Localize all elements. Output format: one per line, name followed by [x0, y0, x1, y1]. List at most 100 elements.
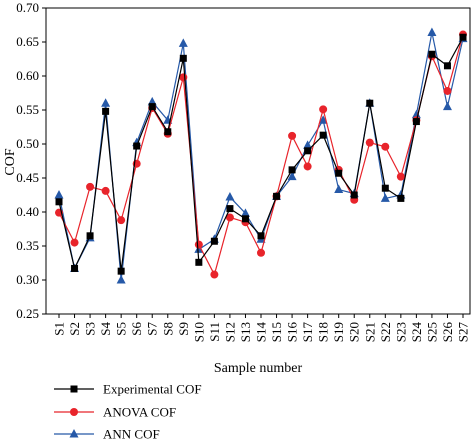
x-axis: S1 S2 S3 S4 S5 S6 S7 S8 S9 S10 S11 S12 S13 S14 S15 S16 S…	[52, 314, 471, 342]
x-tick-label: S24	[409, 322, 424, 343]
legend-label: ANN COF	[103, 427, 160, 441]
plot-frame	[45, 7, 471, 315]
x-tick-label: S5	[114, 322, 129, 336]
data-point	[411, 109, 421, 119]
data-point	[365, 138, 374, 147]
y-tick-label: 0.70	[16, 0, 39, 15]
series-experimental-cof	[55, 33, 467, 275]
y-axis-title: COF	[3, 148, 18, 175]
y-tick-label: 0.65	[16, 34, 39, 49]
y-tick-label: 0.30	[16, 272, 39, 287]
data-point	[116, 275, 126, 284]
data-point	[381, 184, 389, 192]
x-tick-label: S10	[191, 322, 206, 342]
data-point	[442, 101, 452, 111]
x-tick-label: S23	[393, 322, 408, 342]
data-point	[117, 216, 126, 225]
data-point	[55, 198, 63, 206]
data-point	[54, 190, 64, 199]
data-point	[318, 115, 328, 124]
x-tick-label: S3	[83, 322, 98, 336]
x-tick-label: S22	[378, 322, 393, 342]
legend-item: Experimental COF	[54, 382, 202, 397]
data-point	[225, 213, 234, 222]
data-point	[225, 192, 235, 201]
data-point	[303, 162, 312, 171]
data-point	[319, 131, 327, 139]
data-point	[178, 38, 188, 47]
data-point	[86, 232, 94, 240]
x-axis-title: Sample number	[214, 361, 303, 376]
data-point	[257, 232, 265, 240]
data-point	[380, 193, 390, 202]
data-point	[396, 172, 405, 181]
data-point	[240, 208, 250, 217]
x-tick-label: S20	[347, 322, 362, 342]
x-tick-label: S14	[254, 322, 269, 343]
data-point	[164, 128, 172, 136]
legend-item: ANOVA COF	[54, 405, 176, 420]
x-tick-label: S19	[331, 322, 346, 342]
y-tick-label: 0.60	[16, 68, 39, 83]
x-tick-label: S27	[456, 322, 471, 343]
data-point	[101, 98, 111, 107]
legend-marker	[70, 408, 78, 416]
legend-label: Experimental COF	[103, 382, 202, 397]
data-point	[179, 54, 187, 62]
x-tick-label: S26	[440, 322, 455, 343]
data-point	[412, 118, 420, 126]
data-point	[226, 205, 234, 213]
series-layer	[54, 27, 468, 284]
y-tick-label: 0.55	[16, 102, 39, 117]
data-point	[257, 248, 265, 257]
x-tick-label: S4	[98, 322, 113, 336]
data-point	[427, 27, 437, 36]
data-point	[71, 264, 79, 272]
data-point	[288, 166, 296, 174]
data-point	[287, 171, 297, 181]
x-tick-label: S16	[285, 322, 300, 343]
y-tick-label: 0.35	[16, 238, 39, 253]
x-tick-label: S1	[52, 322, 67, 336]
x-tick-label: S12	[222, 322, 237, 342]
x-tick-label: S7	[145, 322, 160, 336]
series-line	[58, 32, 464, 281]
legend-item: ANN COF	[54, 427, 160, 441]
legend: Experimental COF ANOVA COF ANN COF	[54, 382, 202, 441]
x-tick-label: S8	[160, 322, 175, 336]
data-point	[334, 184, 344, 194]
data-point	[319, 105, 328, 114]
data-point	[70, 238, 79, 247]
data-point	[210, 270, 219, 279]
x-tick-label: S17	[300, 322, 315, 343]
legend-label: ANOVA COF	[103, 405, 176, 420]
data-point	[381, 142, 390, 151]
data-point	[428, 50, 436, 58]
data-point	[194, 240, 203, 249]
data-point	[304, 147, 312, 155]
data-point	[443, 62, 451, 70]
data-point	[303, 140, 313, 149]
x-tick-label: S6	[129, 322, 144, 336]
data-point	[194, 244, 204, 253]
y-tick-label: 0.40	[16, 204, 39, 219]
data-point	[133, 142, 141, 150]
data-point	[397, 194, 405, 202]
data-point	[117, 267, 125, 275]
data-point	[101, 186, 110, 195]
data-point	[335, 169, 343, 177]
y-tick-label: 0.45	[16, 170, 39, 185]
x-tick-label: S13	[238, 322, 253, 342]
x-tick-label: S25	[424, 322, 439, 342]
x-tick-label: S9	[176, 322, 191, 336]
data-point	[210, 237, 218, 245]
series-ann-cof	[54, 27, 468, 284]
legend-marker	[70, 385, 78, 393]
y-tick-label: 0.25	[16, 306, 39, 321]
data-point	[288, 131, 297, 140]
data-point	[459, 33, 467, 41]
data-point	[102, 107, 110, 115]
data-point	[86, 182, 95, 191]
